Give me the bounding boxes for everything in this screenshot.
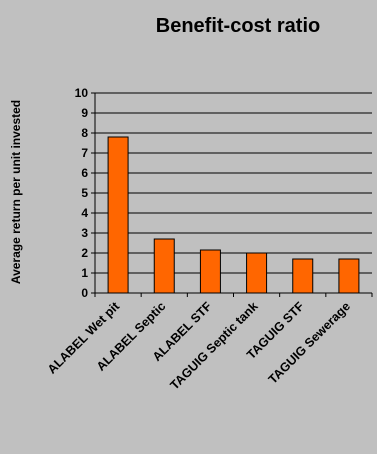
axes bbox=[94, 93, 373, 297]
y-tick-label: 5 bbox=[81, 186, 88, 200]
y-tick-label: 0 bbox=[81, 286, 88, 300]
x-category-label: TAGUIG Sewerage bbox=[266, 299, 353, 386]
chart-title: Benefit-cost ratio bbox=[156, 15, 320, 37]
y-tick-label: 6 bbox=[81, 166, 88, 180]
y-tick-label: 10 bbox=[75, 86, 89, 100]
bars bbox=[107, 136, 360, 294]
y-axis-ticks: 0 1 2 3 4 5 6 7 8 9 10 bbox=[75, 86, 95, 300]
bar bbox=[107, 136, 129, 294]
gridlines bbox=[95, 92, 372, 274]
y-axis-label: Average return per unit invested bbox=[9, 100, 23, 284]
y-tick-label: 3 bbox=[81, 226, 88, 240]
y-tick-label: 7 bbox=[81, 146, 88, 160]
bar bbox=[199, 249, 221, 294]
bar bbox=[246, 252, 268, 294]
y-tick-label: 4 bbox=[81, 206, 88, 220]
bar bbox=[292, 258, 314, 294]
bar bbox=[338, 258, 360, 294]
x-category-label: TAGUIG Septic tank bbox=[167, 299, 260, 392]
bar bbox=[153, 238, 175, 294]
y-tick-label: 8 bbox=[81, 126, 88, 140]
y-tick-label: 9 bbox=[81, 106, 88, 120]
y-tick-label: 2 bbox=[81, 246, 88, 260]
y-tick-label: 1 bbox=[81, 266, 88, 280]
